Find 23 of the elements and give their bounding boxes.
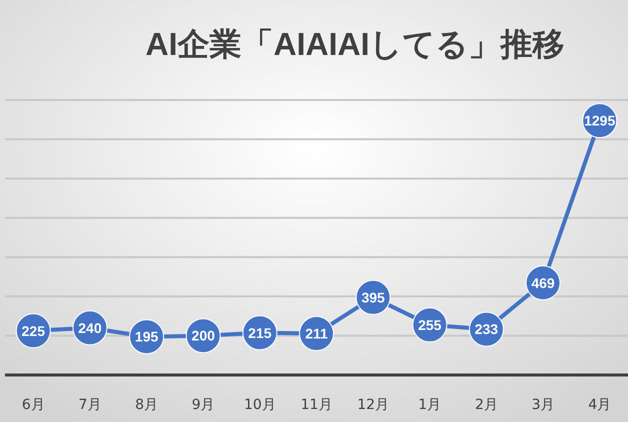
data-label: 225 — [22, 322, 46, 339]
x-tick-label: 7月 — [78, 397, 102, 413]
data-label: 240 — [78, 320, 102, 336]
x-tick-label: 4月 — [588, 397, 612, 413]
data-label: 211 — [305, 326, 328, 342]
x-tick-label: 12月 — [357, 397, 390, 413]
x-tick-label: 6月 — [22, 397, 45, 413]
data-label: 469 — [531, 274, 555, 291]
data-label: 195 — [134, 328, 158, 345]
data-label: 255 — [418, 316, 442, 333]
x-tick-label: 8月 — [135, 397, 158, 413]
x-tick-label: 11月 — [300, 397, 332, 413]
x-tick-label: 1月 — [418, 397, 442, 413]
data-label: 233 — [474, 321, 498, 338]
data-label: 1295 — [584, 112, 616, 129]
data-label: 215 — [248, 324, 272, 341]
x-tick-label: 10月 — [244, 397, 276, 413]
chart-title: AI企業「AIAIAIしてる」推移 — [146, 26, 564, 62]
data-label: 200 — [192, 328, 216, 344]
data-label: 395 — [361, 289, 386, 306]
x-tick-label: 2月 — [474, 397, 498, 413]
x-tick-label: 3月 — [532, 397, 555, 413]
x-tick-label: 9月 — [192, 397, 215, 413]
